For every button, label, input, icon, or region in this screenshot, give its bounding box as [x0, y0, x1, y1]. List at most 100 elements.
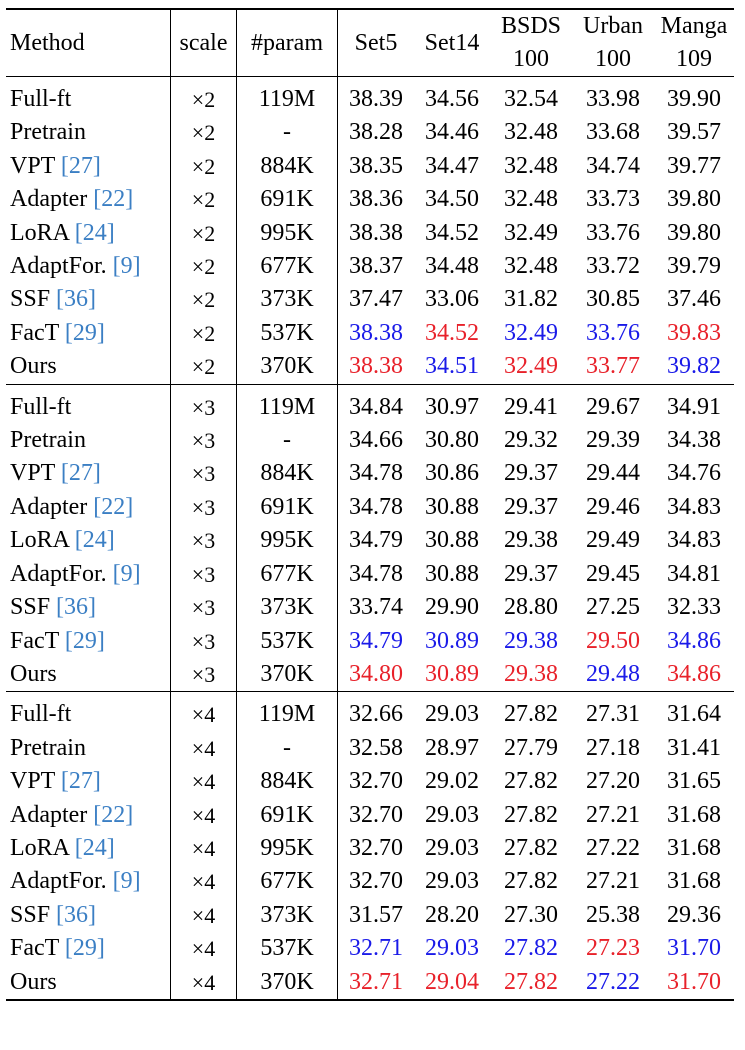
method-cell: Full-ft: [6, 76, 171, 117]
manga109-value: 31.68: [667, 868, 721, 895]
set5-value: 34.79: [337, 524, 414, 558]
method-cell: SSF [36]: [10, 901, 97, 928]
set14-value: 30.89: [425, 627, 479, 654]
scale-cell: ×2: [170, 149, 237, 184]
scale-cell: ×4: [170, 898, 237, 933]
param-cell: -: [236, 116, 338, 150]
manga109-value: 34.38: [667, 427, 721, 454]
manga109-value: 29.36: [667, 901, 721, 928]
method-name: SSF: [10, 594, 51, 621]
scale-cell: ×3: [170, 591, 237, 625]
method-cell: Adapter [22]: [10, 801, 134, 828]
bsds-header-line2: 100: [513, 46, 549, 72]
bsds100-value: 29.37: [504, 460, 558, 487]
urban100-value: 33.72: [586, 253, 640, 280]
set5-value: 32.70: [337, 831, 414, 866]
citation-link[interactable]: 24: [82, 527, 107, 554]
manga109-value: 34.86: [667, 627, 721, 654]
citation-link[interactable]: 27: [68, 460, 93, 487]
param-header: #param: [236, 8, 338, 77]
citation-link[interactable]: 36: [64, 594, 89, 621]
scale-cell: ×4: [170, 932, 237, 966]
bsds100-value: 27.30: [504, 901, 558, 928]
set14-value: 29.90: [425, 594, 479, 621]
method-cell: Ours: [6, 658, 171, 692]
method-cell: Adapter [22]: [10, 186, 134, 213]
header-row: Method scale #param Set5 Set14 BSDS 100 …: [6, 8, 734, 77]
citation-link[interactable]: 29: [72, 935, 97, 962]
table-row: Ours ×3 370K 34.80 30.89 29.38 29.48 34.86: [6, 657, 734, 692]
scale-header: scale: [170, 8, 237, 77]
citation-link[interactable]: 22: [101, 186, 126, 213]
urban100-value: 29.45: [586, 560, 640, 587]
urban100-value: 33.76: [586, 219, 640, 246]
bsds100-value: 32.49: [504, 319, 558, 346]
method-cell: Pretrain: [6, 424, 171, 457]
citation-link[interactable]: 27: [68, 768, 93, 795]
citation-link[interactable]: 24: [82, 219, 107, 246]
citation-link[interactable]: 29: [72, 627, 97, 654]
urban100-value: 33.68: [586, 119, 640, 146]
urban100-value: 27.23: [586, 935, 640, 962]
set5-header: Set5: [337, 8, 414, 77]
param-cell: 370K: [236, 350, 338, 385]
param-cell: 537K: [236, 624, 338, 658]
method-cell: VPT [27]: [10, 152, 101, 179]
manga109-value: 34.83: [667, 493, 721, 520]
manga109-value: 34.86: [667, 660, 721, 687]
param-cell: 884K: [236, 457, 338, 491]
param-cell: 691K: [236, 490, 338, 525]
set5-value: 34.79: [337, 624, 414, 658]
method-cell: Pretrain: [6, 116, 171, 149]
citation-link[interactable]: 22: [101, 493, 126, 520]
bsds100-value: 27.82: [504, 768, 558, 795]
scale-cell: ×2: [170, 116, 237, 150]
set5-value: 38.36: [337, 183, 414, 217]
manga109-value: 34.83: [667, 527, 721, 554]
param-cell: 995K: [236, 216, 338, 251]
citation-link[interactable]: 29: [72, 319, 97, 346]
scale-cell: ×4: [170, 865, 237, 899]
set5-value: 38.38: [337, 316, 414, 351]
method-cell: FacT [29]: [10, 319, 105, 346]
set14-value: 34.50: [425, 186, 479, 213]
set14-value: 30.80: [425, 427, 479, 454]
method-name: Adapter: [10, 493, 88, 520]
citation-link[interactable]: 24: [82, 834, 107, 861]
table-row: Adapter [22] ×2 691K 38.36 34.50 32.48 33.73 39…: [6, 183, 734, 217]
citation-link[interactable]: 9: [120, 560, 133, 587]
set5-value: 32.66: [337, 691, 414, 732]
table-row: LoRA [24] ×2 995K 38.38 34.52 32.49 33.76 39.80: [6, 216, 734, 251]
citation-link[interactable]: 9: [120, 868, 133, 895]
urban100-value: 33.73: [586, 186, 640, 213]
bsds100-value: 32.48: [504, 119, 558, 146]
param-cell: 995K: [236, 524, 338, 558]
scale-cell: ×2: [170, 76, 237, 117]
urban100-value: 27.22: [586, 834, 640, 861]
method-cell: AdaptFor. [9]: [10, 560, 141, 587]
set5-value: 38.37: [337, 250, 414, 284]
scale-cell: ×4: [170, 965, 237, 1001]
citation-link[interactable]: 22: [101, 801, 126, 828]
citation-link[interactable]: 36: [64, 901, 89, 928]
set14-value: 34.48: [425, 253, 479, 280]
bsds-header-line1: BSDS: [500, 13, 562, 39]
citation-link[interactable]: 9: [120, 253, 133, 280]
manga-header-line1: Manga: [660, 13, 728, 39]
method-name: FacT: [10, 935, 59, 962]
param-cell: -: [236, 424, 338, 458]
bsds100-value: 27.82: [504, 935, 558, 962]
method-cell: VPT [27]: [10, 768, 101, 795]
set5-value: 31.57: [337, 898, 414, 933]
citation-link[interactable]: 27: [68, 152, 93, 179]
bsds100-value: 27.82: [490, 965, 572, 1001]
method-cell: SSF [36]: [10, 594, 97, 621]
manga-header-line2: 109: [676, 46, 712, 72]
citation-link[interactable]: 36: [64, 286, 89, 313]
param-cell: 995K: [236, 831, 338, 866]
results-table: Method scale #param Set5 Set14 BSDS 100 …: [6, 8, 734, 1001]
table-row: Full-ft ×4 119M 32.66 29.03 27.82 27.31 31.64: [6, 691, 734, 732]
scale-cell: ×4: [170, 765, 237, 799]
method-cell: Full-ft: [6, 383, 171, 425]
method-name: Pretrain: [10, 119, 86, 146]
